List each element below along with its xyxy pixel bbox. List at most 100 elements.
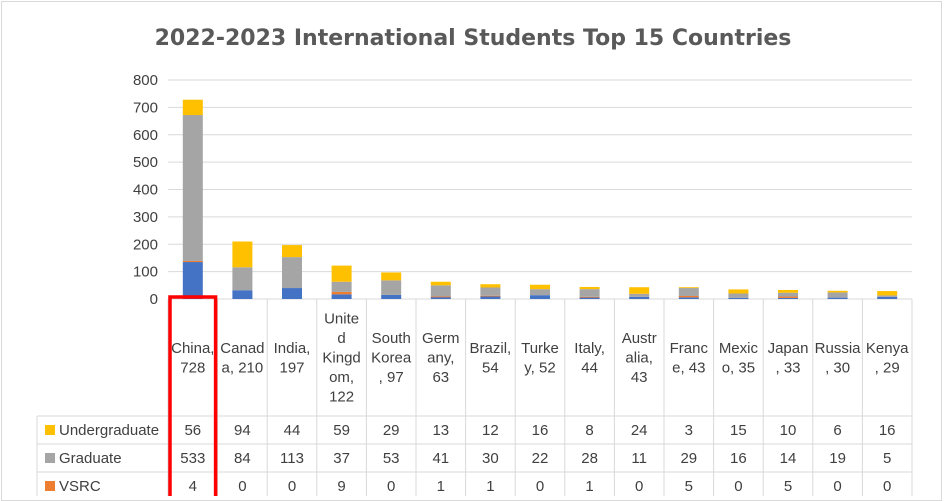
- table-cell: 13: [432, 422, 449, 439]
- bar-segment-other: [232, 290, 253, 299]
- y-tick-label: 200: [133, 236, 158, 253]
- table-row-label: VSRC: [59, 478, 101, 495]
- bar-segment-vsrc: [331, 291, 352, 295]
- bar-segment-undergraduate: [480, 284, 501, 288]
- bar-segment-graduate: [232, 267, 253, 291]
- bar-segment-graduate: [530, 289, 550, 296]
- table-cell: 0: [387, 478, 395, 495]
- table-cell: 14: [780, 450, 797, 467]
- bar-segment-undergraduate: [579, 286, 600, 290]
- table-cell: 29: [383, 422, 400, 439]
- y-tick-label: 400: [133, 182, 158, 199]
- bar-segment-vsrc: [182, 260, 203, 263]
- bar-segment-graduate: [877, 295, 898, 297]
- bar-segment-graduate: [778, 292, 798, 297]
- y-tick-label: 700: [133, 99, 158, 116]
- category-label: Russia, 30: [815, 340, 862, 377]
- bar-segment-undergraduate: [827, 290, 848, 293]
- bar-segment-other: [778, 297, 798, 299]
- table-cell: 15: [730, 422, 747, 439]
- category-label: Mexic o, 35: [719, 340, 759, 377]
- table-cell: 41: [432, 450, 449, 467]
- bar-segment-undergraduate: [331, 265, 352, 282]
- table-row-label: Undergraduate: [59, 422, 159, 439]
- bar-segment-graduate: [678, 288, 699, 296]
- table-cell: 10: [780, 422, 797, 439]
- table-cell: 16: [730, 450, 747, 467]
- bar-segment-other: [827, 297, 848, 299]
- bar-segment-vsrc: [678, 295, 699, 298]
- table-cell: 533: [180, 450, 205, 467]
- table-cell: 0: [734, 478, 742, 495]
- category-label: Turke y, 52: [521, 340, 559, 377]
- bar-segment-undergraduate: [728, 289, 749, 294]
- y-tick-label: 300: [133, 209, 158, 226]
- y-tick-label: 500: [133, 154, 158, 171]
- legend-key-vsrc: [45, 481, 55, 491]
- table-cell: 5: [883, 450, 891, 467]
- bar-segment-undergraduate: [877, 291, 898, 296]
- table-cell: 8: [585, 422, 593, 439]
- table-cell: 37: [333, 450, 350, 467]
- table-cell: 16: [532, 422, 549, 439]
- bar-segment-graduate: [282, 257, 302, 289]
- bar-segment-other: [678, 297, 699, 299]
- category-label: Franc e, 43: [670, 340, 709, 377]
- table-cell: 30: [482, 450, 499, 467]
- category-label: Austr alia, 43: [622, 330, 657, 386]
- category-label: India, 197: [274, 340, 311, 377]
- table-cell: 0: [288, 478, 296, 495]
- table-cell: 28: [581, 450, 598, 467]
- table-cell: 5: [784, 478, 792, 495]
- bar-segment-graduate: [728, 293, 749, 298]
- category-label: Canad a, 210: [220, 340, 264, 377]
- bar-segment-vsrc: [778, 296, 798, 298]
- bar-segment-graduate: [381, 280, 402, 295]
- table-cell: 29: [680, 450, 697, 467]
- table-cell: 0: [238, 478, 246, 495]
- legend-key-graduate: [45, 453, 55, 463]
- y-tick-label: 100: [133, 264, 158, 281]
- table-cell: 5: [685, 478, 693, 495]
- table-cell: 94: [234, 422, 251, 439]
- table-cell: 6: [833, 422, 841, 439]
- bar-segment-other: [182, 262, 203, 299]
- y-tick-label: 600: [133, 127, 158, 144]
- bar-segment-undergraduate: [430, 281, 451, 286]
- category-label: South Korea, 97: [371, 330, 412, 386]
- bar-segment-graduate: [480, 287, 501, 296]
- table-cell: 1: [585, 478, 593, 495]
- legend-key-undergraduate: [45, 425, 55, 435]
- category-label: Italy, 44: [574, 340, 605, 377]
- bar-segment-other: [282, 288, 302, 299]
- chart-title: 2022-2023 International Students Top 15 …: [154, 26, 792, 51]
- bar-segment-vsrc: [579, 296, 600, 298]
- bar-segment-graduate: [629, 293, 650, 297]
- category-label: Brazil, 54: [470, 340, 512, 377]
- bar-segment-other: [430, 296, 451, 299]
- bar-segment-undergraduate: [678, 287, 699, 289]
- table-cell: 24: [631, 422, 648, 439]
- table-cell: 16: [879, 422, 896, 439]
- bar-segment-other: [331, 294, 352, 299]
- category-label: Japan, 33: [768, 340, 809, 377]
- bar-segment-undergraduate: [629, 287, 650, 294]
- table-cell: 0: [833, 478, 841, 495]
- table-cell: 1: [486, 478, 494, 495]
- table-cell: 12: [482, 422, 499, 439]
- bar-segment-other: [579, 297, 600, 299]
- table-cell: 0: [883, 478, 891, 495]
- bar-segment-other: [381, 294, 402, 299]
- table-cell: 56: [184, 422, 201, 439]
- bar-segment-vsrc: [480, 295, 501, 297]
- bar-segment-graduate: [331, 281, 352, 292]
- y-tick-label: 0: [150, 291, 158, 308]
- bar-segment-undergraduate: [381, 272, 402, 281]
- table-cell: 59: [333, 422, 350, 439]
- highlight-box: [168, 295, 218, 496]
- table-cell: 19: [829, 450, 846, 467]
- bar-segment-vsrc: [430, 296, 451, 298]
- bar-segment-graduate: [579, 289, 600, 297]
- table-row-label: Graduate: [59, 450, 122, 467]
